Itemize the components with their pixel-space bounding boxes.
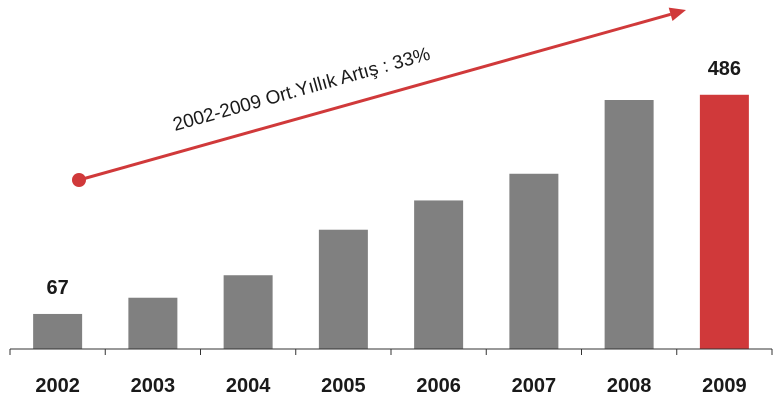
- bar-2005: [318, 229, 368, 349]
- trend-arrow-start-dot: [72, 173, 86, 187]
- x-tick-label-2009: 2009: [702, 375, 747, 397]
- bar-2007: [509, 173, 559, 349]
- bar-2006: [414, 200, 464, 349]
- data-labels: 67 486: [47, 58, 742, 299]
- growth-annotation: 2002-2009 Ort.Yıllık Artış : 33%: [171, 44, 433, 136]
- data-label-2002: 67: [47, 277, 69, 299]
- bar-2009: [699, 94, 749, 349]
- x-tick-label-2004: 2004: [226, 375, 271, 397]
- x-tick-labels: 2002 2003 2004 2005 2006 2007 2008 2009: [35, 375, 746, 397]
- x-tick-label-2007: 2007: [512, 375, 557, 397]
- trend-arrow: [72, 7, 686, 187]
- x-tick-label-2005: 2005: [321, 375, 366, 397]
- bar-2003: [128, 297, 178, 349]
- x-tick-label-2006: 2006: [416, 375, 461, 397]
- trend-arrow-head: [668, 7, 686, 22]
- x-tick-label-2008: 2008: [607, 375, 652, 397]
- x-tick-label-2002: 2002: [35, 375, 80, 397]
- x-tick-label-2003: 2003: [131, 375, 176, 397]
- bar-2004: [223, 275, 273, 349]
- x-axis: [9, 348, 773, 355]
- bar-2008: [604, 100, 654, 349]
- data-label-2009: 486: [708, 58, 741, 80]
- bars-group: [33, 94, 749, 349]
- trend-arrow-line: [78, 12, 671, 182]
- bar-2002: [33, 313, 83, 349]
